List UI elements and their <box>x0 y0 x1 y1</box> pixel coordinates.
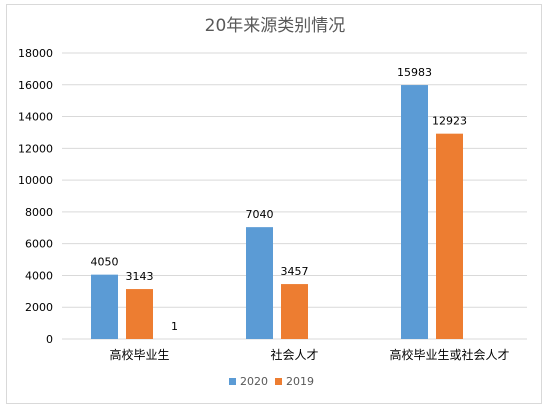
bar <box>91 274 118 339</box>
y-tick-label: 6000 <box>25 238 53 251</box>
y-tick-label: 4000 <box>25 269 53 282</box>
y-tick-label: 12000 <box>18 142 53 155</box>
bar <box>246 227 273 339</box>
bar <box>281 284 308 339</box>
data-label: 7040 <box>246 208 274 221</box>
y-tick-label: 8000 <box>25 206 53 219</box>
category-label: 高校毕业生或社会人才 <box>389 347 509 362</box>
y-tick-label: 14000 <box>18 111 53 124</box>
data-label: 3457 <box>281 265 309 278</box>
legend-label: 2019 <box>286 375 314 388</box>
bar-chart: 20年来源类别情况 020004000600080001000012000140… <box>18 16 527 388</box>
data-label: 12923 <box>432 115 467 128</box>
bar <box>126 289 153 339</box>
y-tick-label: 10000 <box>18 174 53 187</box>
legend-swatch <box>275 378 282 385</box>
legend: 2020 2019 <box>229 375 314 388</box>
data-labels: 4050 3143 1 7040 3457 15983 12923 <box>91 66 468 333</box>
bar <box>436 133 463 339</box>
y-axis-ticks: 0 2000 4000 6000 8000 10000 12000 14000 16000 180… <box>18 47 53 346</box>
data-label: 4050 <box>91 256 119 269</box>
category-label: 社会人才 <box>270 347 318 362</box>
data-label: 15983 <box>397 66 432 79</box>
chart-title: 20年来源类别情况 <box>205 16 346 36</box>
category-labels: 高校毕业生 社会人才 高校毕业生或社会人才 <box>109 347 509 362</box>
data-label: 3143 <box>126 270 154 283</box>
y-tick-label: 0 <box>46 333 53 346</box>
chart-frame: 20年来源类别情况 0 2000 4000 6000 8000 10000 12000 140… <box>6 4 542 404</box>
legend-label: 2020 <box>240 375 268 388</box>
legend-swatch <box>229 378 236 385</box>
y-tick-label: 2000 <box>25 301 53 314</box>
y-tick-label: 16000 <box>18 79 53 92</box>
bar <box>401 85 428 340</box>
bars <box>91 85 463 340</box>
data-label: 1 <box>171 320 178 333</box>
y-tick-label: 18000 <box>18 47 53 60</box>
category-label: 高校毕业生 <box>109 347 169 362</box>
